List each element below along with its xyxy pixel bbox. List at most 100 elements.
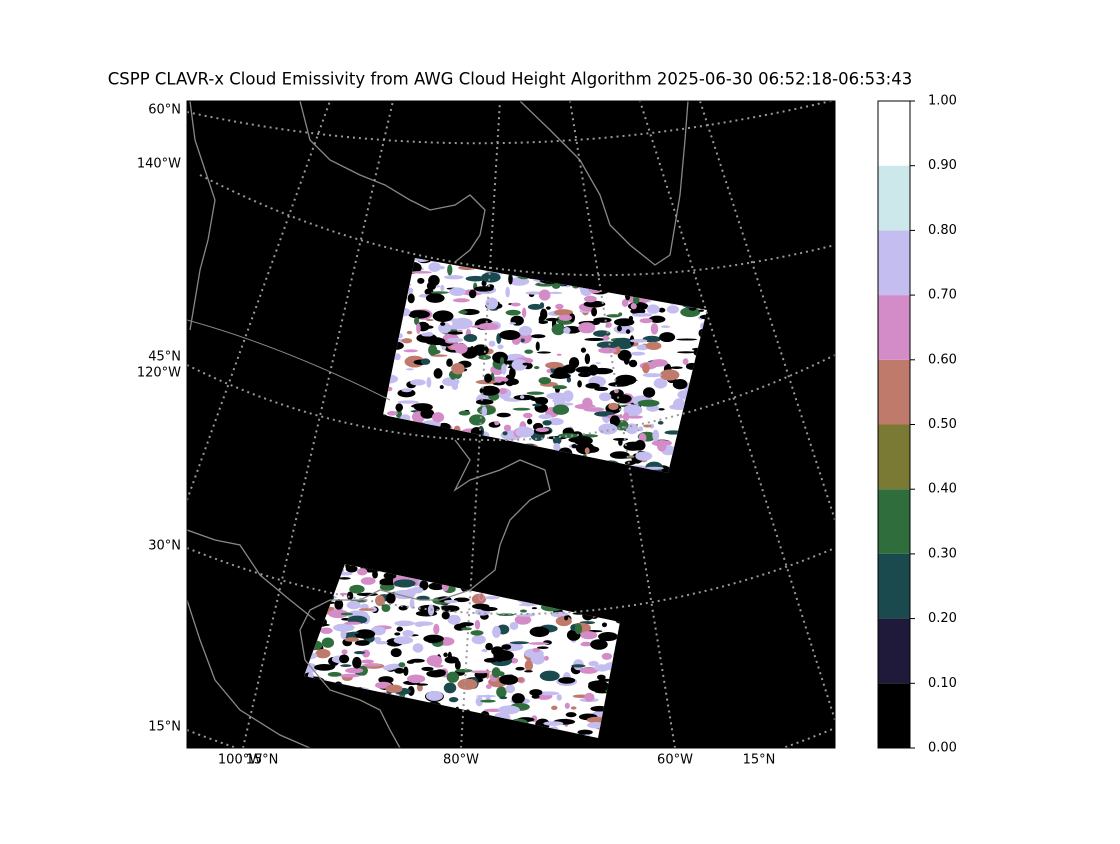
cloud-patch bbox=[397, 400, 419, 404]
cloud-patch bbox=[642, 373, 662, 378]
cloud-patch bbox=[354, 629, 376, 639]
cloud-patch bbox=[378, 676, 394, 684]
cloud-patch bbox=[566, 376, 572, 383]
cloud-patch bbox=[480, 699, 496, 703]
colorbar-tick-label: 0.60 bbox=[928, 352, 957, 367]
cloud-patch bbox=[471, 634, 486, 645]
cloud-patch bbox=[386, 411, 398, 416]
cloud-patch bbox=[372, 570, 378, 579]
cloud-patch bbox=[505, 309, 521, 316]
cloud-patch bbox=[405, 368, 414, 371]
cloud-patch bbox=[416, 323, 421, 335]
cloud-patch bbox=[469, 345, 475, 353]
parallel bbox=[187, 547, 835, 615]
cloud-patch bbox=[465, 275, 486, 282]
cloud-patch bbox=[339, 592, 348, 596]
cloud-patch bbox=[630, 351, 646, 356]
colorbar-tick-label: 0.80 bbox=[928, 223, 957, 238]
cloud-patch bbox=[393, 636, 414, 645]
cloud-patch bbox=[535, 427, 550, 433]
cloud-patch bbox=[447, 337, 463, 343]
cloud-patch bbox=[344, 621, 362, 625]
colorbar-tick-label: 0.00 bbox=[928, 741, 957, 756]
cloud-patch bbox=[405, 588, 416, 599]
cloud-patch bbox=[521, 307, 527, 318]
cloud-patch bbox=[552, 385, 568, 390]
cloud-patch bbox=[546, 392, 568, 400]
cloud-patch bbox=[519, 395, 525, 399]
cloud-patch bbox=[584, 692, 595, 702]
border bbox=[187, 319, 391, 401]
cloud-patch bbox=[608, 402, 619, 411]
cloud-patch bbox=[374, 636, 382, 643]
cloud-patch bbox=[598, 347, 617, 354]
cloud-patch bbox=[577, 729, 593, 735]
cloud-patch bbox=[458, 310, 468, 314]
cloud-patch bbox=[659, 332, 676, 343]
cloud-patch bbox=[498, 388, 507, 395]
map-label: 15°N bbox=[148, 720, 181, 735]
colorbar-segment bbox=[878, 683, 910, 748]
cloud-patch bbox=[613, 394, 632, 404]
cloud-patch bbox=[542, 420, 552, 426]
cloud-patch bbox=[463, 334, 478, 343]
cloud-patch bbox=[420, 408, 435, 419]
cloud-patch bbox=[531, 403, 543, 407]
meridian bbox=[569, 101, 676, 748]
map-label: 45°N bbox=[148, 350, 181, 365]
cloud-patch bbox=[634, 440, 646, 451]
cloud-patch bbox=[601, 622, 607, 628]
cloud-patch bbox=[340, 612, 354, 616]
cloud-patch bbox=[585, 382, 600, 389]
cloud-patch bbox=[315, 648, 331, 659]
cloud-patch bbox=[637, 399, 660, 407]
cloud-patch bbox=[444, 656, 459, 664]
cloud-patch bbox=[393, 579, 416, 588]
cloud-patch bbox=[652, 429, 660, 442]
colorbar-segment bbox=[878, 618, 910, 684]
cloud-patch bbox=[503, 424, 512, 432]
cloud-patch bbox=[426, 376, 432, 388]
colorbar-tick-label: 0.20 bbox=[928, 611, 957, 626]
colorbar-tick-label: 0.40 bbox=[928, 482, 957, 497]
cloud-patch bbox=[643, 424, 652, 428]
cloud-patch bbox=[509, 657, 519, 664]
coastline-pacific bbox=[187, 599, 311, 748]
cloud-patch bbox=[557, 433, 579, 438]
cloud-patch bbox=[575, 442, 595, 455]
cloud-patch bbox=[424, 288, 434, 296]
cloud-patch bbox=[485, 642, 493, 651]
cloud-patch bbox=[515, 666, 525, 671]
cloud-patch bbox=[481, 272, 501, 283]
cloud-patch bbox=[344, 637, 360, 642]
cloud-patch bbox=[520, 338, 525, 343]
cloud-patch bbox=[556, 694, 562, 701]
cloud-patch bbox=[473, 286, 494, 292]
cloud-patch bbox=[481, 279, 487, 287]
cloud-patch bbox=[645, 341, 662, 351]
cloud-patch bbox=[431, 412, 445, 423]
cloud-patch bbox=[539, 670, 560, 682]
cloud-patch bbox=[338, 577, 351, 580]
cloud-patch bbox=[497, 344, 504, 350]
parallel bbox=[199, 174, 835, 277]
cloud-patch bbox=[596, 674, 606, 680]
cloud-patch bbox=[327, 671, 342, 677]
cloud-patch bbox=[496, 412, 511, 418]
cloud-patch bbox=[334, 599, 344, 610]
cloud-patch bbox=[425, 691, 443, 701]
cloud-patch bbox=[499, 674, 519, 685]
cloud-patch bbox=[509, 367, 516, 379]
cloud-patch bbox=[432, 310, 454, 322]
cloud-patch bbox=[320, 627, 333, 634]
cloud-patch bbox=[375, 595, 385, 607]
cloud-patch bbox=[522, 412, 533, 419]
cloud-patch bbox=[552, 404, 570, 415]
colorbar-segment bbox=[878, 295, 910, 360]
cloud-patch bbox=[623, 404, 643, 417]
cloud-patch bbox=[538, 691, 560, 696]
cloud-patch bbox=[558, 314, 572, 321]
colorbar-tick-label: 0.70 bbox=[928, 288, 957, 303]
cloud-patch bbox=[426, 338, 432, 342]
cloud-patch bbox=[509, 378, 519, 385]
